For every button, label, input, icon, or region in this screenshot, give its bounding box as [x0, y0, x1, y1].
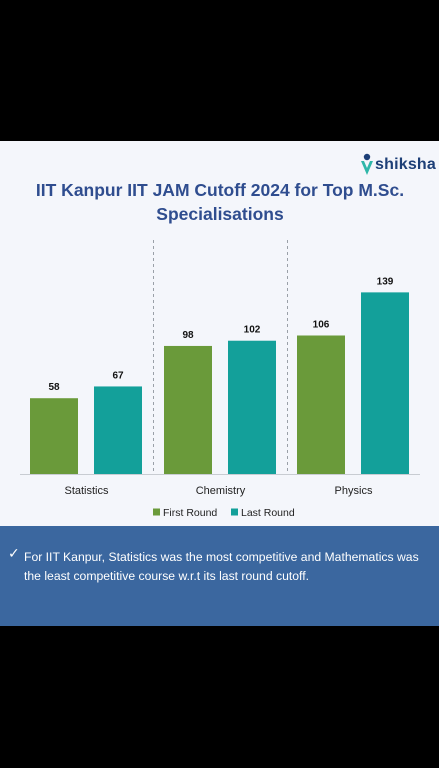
- category-label: Statistics: [64, 485, 109, 497]
- data-label: 139: [377, 276, 394, 287]
- bar-first-round-physics: [297, 335, 345, 474]
- check-icon: ✓: [8, 546, 20, 562]
- category-label: Physics: [335, 485, 373, 497]
- chart-title: IIT Kanpur IIT JAM Cutoff 2024 for Top M…: [35, 180, 405, 224]
- insight-text: For IIT Kanpur, Statistics was the most …: [24, 550, 419, 583]
- shiksha-logo-icon: [361, 153, 373, 175]
- legend-label: First Round: [163, 507, 217, 519]
- infographic-card: shiksha IIT Kanpur IIT JAM Cutoff 2024 f…: [0, 141, 439, 526]
- insight-footer: ✓ For IIT Kanpur, Statistics was the mos…: [0, 526, 439, 626]
- data-label: 106: [313, 319, 330, 330]
- legend-swatch: [231, 508, 238, 516]
- category-label: Chemistry: [196, 485, 246, 497]
- bar-last-round-chemistry: [228, 340, 276, 474]
- legend-swatch: [153, 508, 160, 516]
- brand-name: shiksha: [375, 156, 436, 173]
- data-label: 98: [182, 330, 194, 341]
- bar-last-round-physics: [361, 292, 409, 474]
- shiksha-logo: shiksha: [360, 152, 436, 178]
- bar-first-round-statistics: [30, 398, 78, 474]
- bar-chart: 58 67 Statistics 98 102 Chemistry 106 139 Physic…: [20, 240, 420, 519]
- bar-last-round-statistics: [94, 386, 142, 474]
- bar-first-round-chemistry: [164, 345, 212, 474]
- data-label: 67: [112, 370, 124, 381]
- data-label: 102: [244, 325, 261, 336]
- legend-label: Last Round: [241, 507, 295, 519]
- data-label: 58: [48, 382, 60, 393]
